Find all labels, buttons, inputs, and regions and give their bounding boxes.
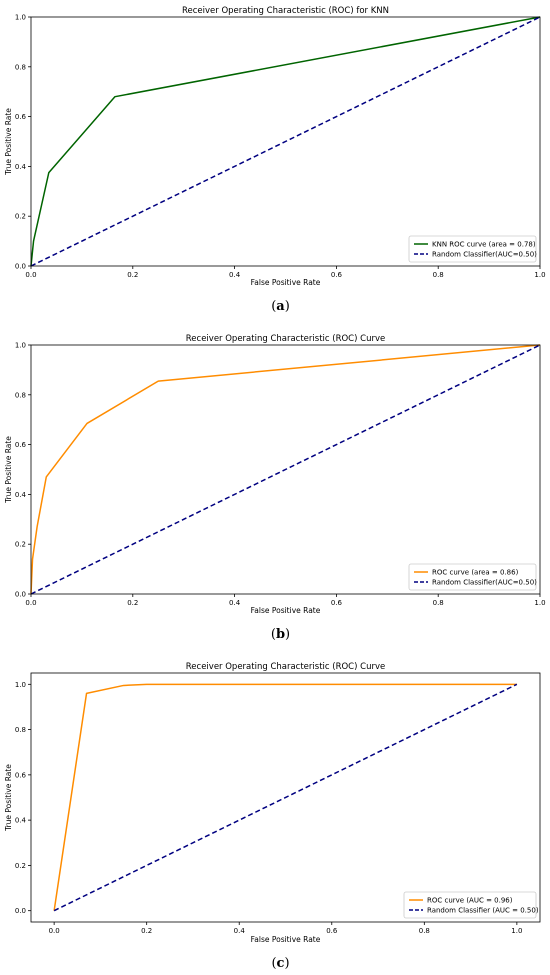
x-tick-label: 0.4 xyxy=(234,927,246,935)
y-tick-label: 0.2 xyxy=(15,862,26,870)
chart-panel-a: Receiver Operating Characteristic (ROC) … xyxy=(4,6,546,314)
x-tick-label: 0.4 xyxy=(229,271,241,279)
x-tick-label: 0.0 xyxy=(25,599,36,607)
x-tick-label: 0.4 xyxy=(229,599,241,607)
x-tick-label: 1.0 xyxy=(511,927,522,935)
x-axis-label: False Positive Rate xyxy=(251,278,321,287)
x-tick-label: 0.8 xyxy=(419,927,430,935)
x-tick-label: 1.0 xyxy=(534,599,545,607)
x-axis-label: False Positive Rate xyxy=(251,935,321,944)
legend-entry: Random Classifier (AUC = 0.50) xyxy=(427,907,539,915)
legend-entry: ROC curve (AUC = 0.96) xyxy=(427,897,513,905)
x-tick-label: 0.6 xyxy=(331,271,343,279)
axes-frame xyxy=(30,344,541,595)
legend-box xyxy=(408,563,537,591)
panel-caption: (a) xyxy=(271,299,290,314)
chart-title: Receiver Operating Characteristic (ROC) … xyxy=(186,662,385,672)
y-tick-label: 0.8 xyxy=(15,63,26,71)
legend-entry: KNN ROC curve (area = 0.78) xyxy=(432,241,536,249)
y-tick-label: 0.0 xyxy=(15,907,26,915)
chart-panel-c: Receiver Operating Characteristic (ROC) … xyxy=(4,662,541,971)
y-axis-label: True Positive Rate xyxy=(4,108,13,176)
panel-caption-letter: c xyxy=(277,956,285,971)
y-tick-label: 0.0 xyxy=(15,263,26,271)
random-classifier-line xyxy=(53,683,518,912)
legend-box xyxy=(403,891,537,919)
x-tick-label: 1.0 xyxy=(534,271,545,279)
y-tick-label: 0.4 xyxy=(15,163,27,171)
legend: KNN ROC curve (area = 0.78) Random Classi… xyxy=(408,235,537,263)
y-tick-label: 0.6 xyxy=(15,113,27,121)
random-classifier-line xyxy=(30,16,541,267)
roc-curve-line xyxy=(30,344,541,595)
y-axis-label: True Positive Rate xyxy=(4,436,13,504)
y-tick-label: 0.6 xyxy=(15,441,27,449)
x-tick-label: 0.2 xyxy=(127,599,138,607)
legend: ROC curve (AUC = 0.96) Random Classifier … xyxy=(403,891,539,919)
roc-curve-line xyxy=(30,16,541,267)
y-tick-label: 0.4 xyxy=(15,817,27,825)
chart-title: Receiver Operating Characteristic (ROC) … xyxy=(182,6,389,16)
y-tick-label: 0.2 xyxy=(15,541,26,549)
y-tick-label: 0.4 xyxy=(15,491,27,499)
axes-frame xyxy=(30,672,541,923)
y-axis-label: True Positive Rate xyxy=(4,764,13,832)
x-tick-label: 0.0 xyxy=(49,927,60,935)
panel-caption-letter: a xyxy=(276,299,285,314)
panel-caption: (c) xyxy=(271,956,289,971)
y-tick-label: 1.0 xyxy=(15,342,26,350)
random-classifier-line xyxy=(30,344,541,595)
x-tick-label: 0.2 xyxy=(127,271,138,279)
panel-caption-letter: b xyxy=(276,627,285,642)
x-tick-label: 0.6 xyxy=(326,927,338,935)
x-tick-label: 0.0 xyxy=(25,271,36,279)
roc-curve-line xyxy=(53,683,517,911)
axes-frame xyxy=(30,16,541,267)
y-tick-label: 0.0 xyxy=(15,591,26,599)
y-tick-label: 1.0 xyxy=(15,681,26,689)
legend-box xyxy=(408,235,537,263)
x-axis-label: False Positive Rate xyxy=(251,606,321,615)
chart-panel-b: Receiver Operating Characteristic (ROC) … xyxy=(4,334,546,642)
y-tick-label: 0.2 xyxy=(15,213,26,221)
legend-entry: Random Classifier(AUC=0.50) xyxy=(432,579,537,587)
legend: ROC curve (area = 0.86) Random Classifier… xyxy=(408,563,537,591)
x-tick-label: 0.6 xyxy=(331,599,343,607)
y-tick-label: 0.6 xyxy=(15,771,27,779)
panel-caption: (b) xyxy=(271,627,290,642)
y-tick-label: 0.8 xyxy=(15,726,26,734)
x-tick-label: 0.2 xyxy=(141,927,152,935)
x-tick-label: 0.8 xyxy=(433,271,444,279)
x-tick-label: 0.8 xyxy=(433,599,444,607)
legend-entry: Random Classifier(AUC=0.50) xyxy=(432,251,537,259)
legend-entry: ROC curve (area = 0.86) xyxy=(432,569,519,577)
chart-title: Receiver Operating Characteristic (ROC) … xyxy=(186,334,385,344)
y-tick-label: 0.8 xyxy=(15,391,26,399)
y-tick-label: 1.0 xyxy=(15,14,26,22)
